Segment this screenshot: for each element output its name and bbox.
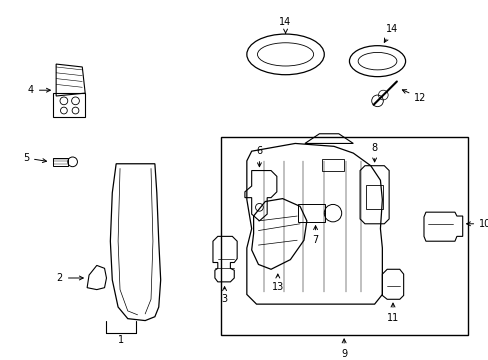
Text: 14: 14 [279, 17, 291, 33]
Text: 4: 4 [28, 85, 50, 95]
Bar [220, 137, 467, 335]
Text: 8: 8 [371, 143, 377, 162]
Text: 6: 6 [256, 146, 262, 167]
Text: 7: 7 [312, 226, 318, 246]
Text: 13: 13 [271, 274, 284, 292]
Text: 5: 5 [23, 153, 46, 163]
Text: 3: 3 [221, 287, 227, 305]
Text: 14: 14 [384, 24, 397, 42]
Text: 2: 2 [57, 273, 83, 283]
Text: 12: 12 [402, 90, 426, 103]
Text: 9: 9 [340, 339, 346, 359]
Text: 10: 10 [466, 219, 488, 229]
Text: 11: 11 [386, 303, 398, 323]
Text: 1: 1 [118, 335, 124, 345]
